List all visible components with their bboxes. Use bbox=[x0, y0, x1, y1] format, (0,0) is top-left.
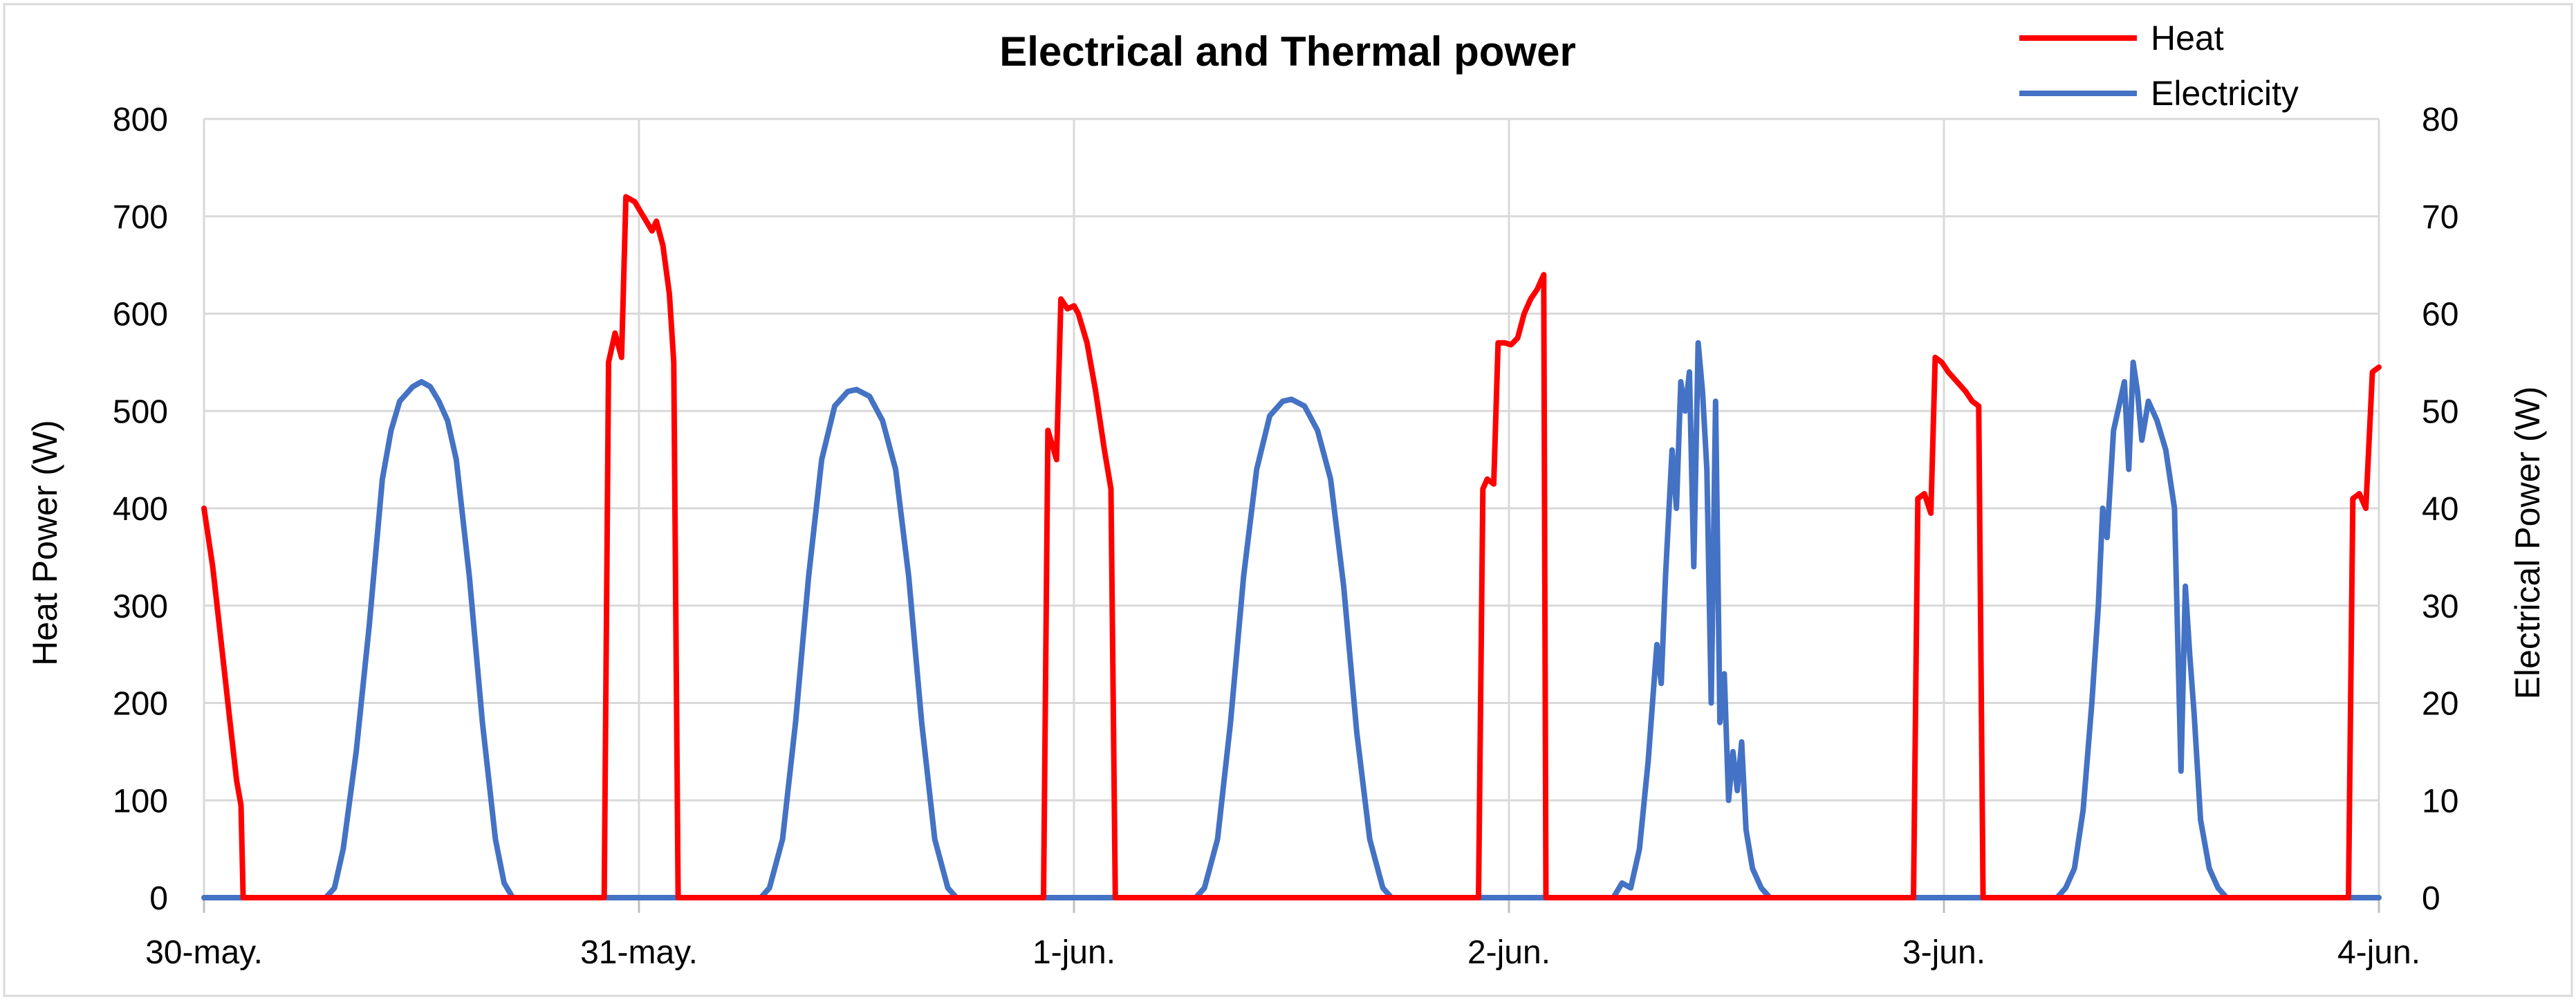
y-left-tick-label: 300 bbox=[113, 589, 168, 625]
y-left-tick-label: 700 bbox=[113, 199, 168, 236]
gridlines bbox=[203, 118, 2380, 899]
y-axis-right-label: Electrical Power (W) bbox=[2508, 387, 2547, 700]
labels: Electrical and Thermal power Heat Power … bbox=[26, 28, 2547, 699]
y-right-tick-label: 20 bbox=[2422, 686, 2458, 723]
x-tick-label: 3-jun. bbox=[1902, 934, 1985, 971]
x-tick-label: 2-jun. bbox=[1467, 934, 1550, 971]
y-left-tick-label: 100 bbox=[113, 783, 168, 820]
y-right-tick-label: 70 bbox=[2422, 199, 2458, 236]
chart-border bbox=[3, 3, 2573, 997]
legend: Heat Electricity bbox=[2019, 19, 2299, 113]
y-left-tick-label: 0 bbox=[149, 880, 168, 917]
series-lines bbox=[201, 194, 2382, 900]
y-right-tick-label: 60 bbox=[2422, 297, 2458, 333]
heat-series-line bbox=[201, 194, 2382, 900]
chart-title: Electrical and Thermal power bbox=[999, 28, 1576, 75]
legend-heat-label: Heat bbox=[2151, 19, 2224, 57]
y-left-tick-label: 200 bbox=[113, 686, 168, 723]
y-right-tick-label: 80 bbox=[2422, 102, 2458, 138]
y-left-tick-label: 500 bbox=[113, 393, 168, 430]
y-left-tick-label: 800 bbox=[113, 102, 168, 138]
x-tick-label: 31-may. bbox=[580, 934, 698, 971]
electricity-series-line bbox=[201, 340, 2382, 900]
y-right-tick-label: 10 bbox=[2422, 783, 2458, 820]
x-tick-label: 4-jun. bbox=[2337, 934, 2420, 971]
x-tick-label: 1-jun. bbox=[1032, 934, 1115, 971]
legend-electricity-label: Electricity bbox=[2151, 74, 2299, 113]
y-right-tick-label: 0 bbox=[2422, 880, 2440, 917]
y-right-tick-label: 40 bbox=[2422, 491, 2458, 528]
y-axis-left-label: Heat Power (W) bbox=[26, 420, 64, 666]
x-tick-label: 30-may. bbox=[145, 934, 263, 971]
y-left-tick-label: 600 bbox=[113, 297, 168, 333]
y-right-tick-label: 30 bbox=[2422, 589, 2458, 625]
y-left-tick-label: 400 bbox=[113, 491, 168, 528]
y-right-tick-label: 50 bbox=[2422, 393, 2458, 430]
